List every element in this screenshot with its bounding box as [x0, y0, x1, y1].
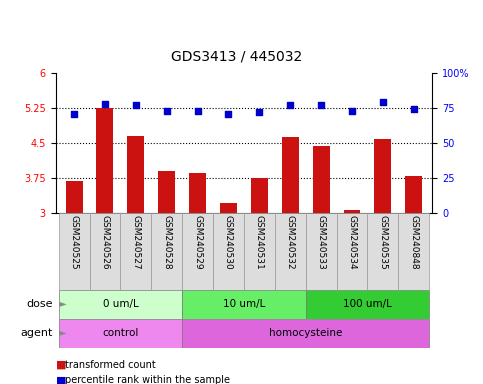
Text: GSM240525: GSM240525	[70, 215, 79, 270]
Bar	[97, 108, 114, 213]
Bar	[251, 178, 268, 213]
Text: GSM240529: GSM240529	[193, 215, 202, 270]
Text: GSM240528: GSM240528	[162, 215, 171, 270]
Text: 0 um/L: 0 um/L	[102, 299, 138, 310]
Text: 10 um/L: 10 um/L	[223, 299, 265, 310]
Point	[101, 101, 109, 107]
Text: percentile rank within the sample: percentile rank within the sample	[65, 375, 230, 384]
Text: homocysteine: homocysteine	[269, 328, 342, 338]
Bar	[213, 213, 244, 290]
Bar	[89, 213, 120, 290]
Bar	[306, 290, 429, 319]
Text: dose: dose	[27, 299, 53, 310]
Bar	[66, 181, 83, 213]
Bar	[313, 146, 329, 213]
Text: control: control	[102, 328, 139, 338]
Point	[286, 102, 294, 108]
Text: GSM240531: GSM240531	[255, 215, 264, 270]
Point	[163, 108, 170, 114]
Text: ■: ■	[56, 360, 66, 370]
Bar	[158, 171, 175, 213]
Text: GSM240533: GSM240533	[317, 215, 326, 270]
Bar	[374, 139, 391, 213]
Text: GSM240532: GSM240532	[286, 215, 295, 270]
Text: GSM240535: GSM240535	[378, 215, 387, 270]
Bar	[120, 213, 151, 290]
Text: agent: agent	[21, 328, 53, 338]
Point	[70, 111, 78, 117]
Bar	[182, 290, 306, 319]
Point	[379, 99, 387, 106]
Point	[317, 102, 325, 108]
Bar	[189, 174, 206, 213]
Text: transformed count: transformed count	[65, 360, 156, 370]
Point	[348, 108, 356, 114]
Bar	[58, 213, 89, 290]
Bar	[220, 203, 237, 213]
Point	[132, 102, 140, 108]
Bar	[306, 213, 337, 290]
Bar	[182, 213, 213, 290]
Text: GSM240848: GSM240848	[409, 215, 418, 270]
Bar	[282, 137, 298, 213]
Text: ►: ►	[53, 328, 67, 338]
Bar	[128, 136, 144, 213]
Text: GSM240526: GSM240526	[100, 215, 110, 270]
Point	[256, 109, 263, 115]
Bar	[405, 176, 422, 213]
Text: ►: ►	[53, 299, 67, 310]
Bar	[58, 319, 182, 348]
Point	[194, 108, 201, 114]
Text: GSM240530: GSM240530	[224, 215, 233, 270]
Bar	[182, 319, 429, 348]
Text: ■: ■	[56, 375, 66, 384]
Bar	[343, 210, 360, 213]
Text: GSM240527: GSM240527	[131, 215, 141, 270]
Bar	[275, 213, 306, 290]
Bar	[58, 290, 182, 319]
Point	[225, 111, 232, 117]
Text: 100 um/L: 100 um/L	[343, 299, 392, 310]
Point	[410, 106, 418, 113]
Text: GSM240534: GSM240534	[347, 215, 356, 270]
Bar	[398, 213, 429, 290]
Bar	[368, 213, 398, 290]
Bar	[337, 213, 368, 290]
Bar	[244, 213, 275, 290]
Text: GDS3413 / 445032: GDS3413 / 445032	[171, 50, 302, 63]
Bar	[151, 213, 182, 290]
